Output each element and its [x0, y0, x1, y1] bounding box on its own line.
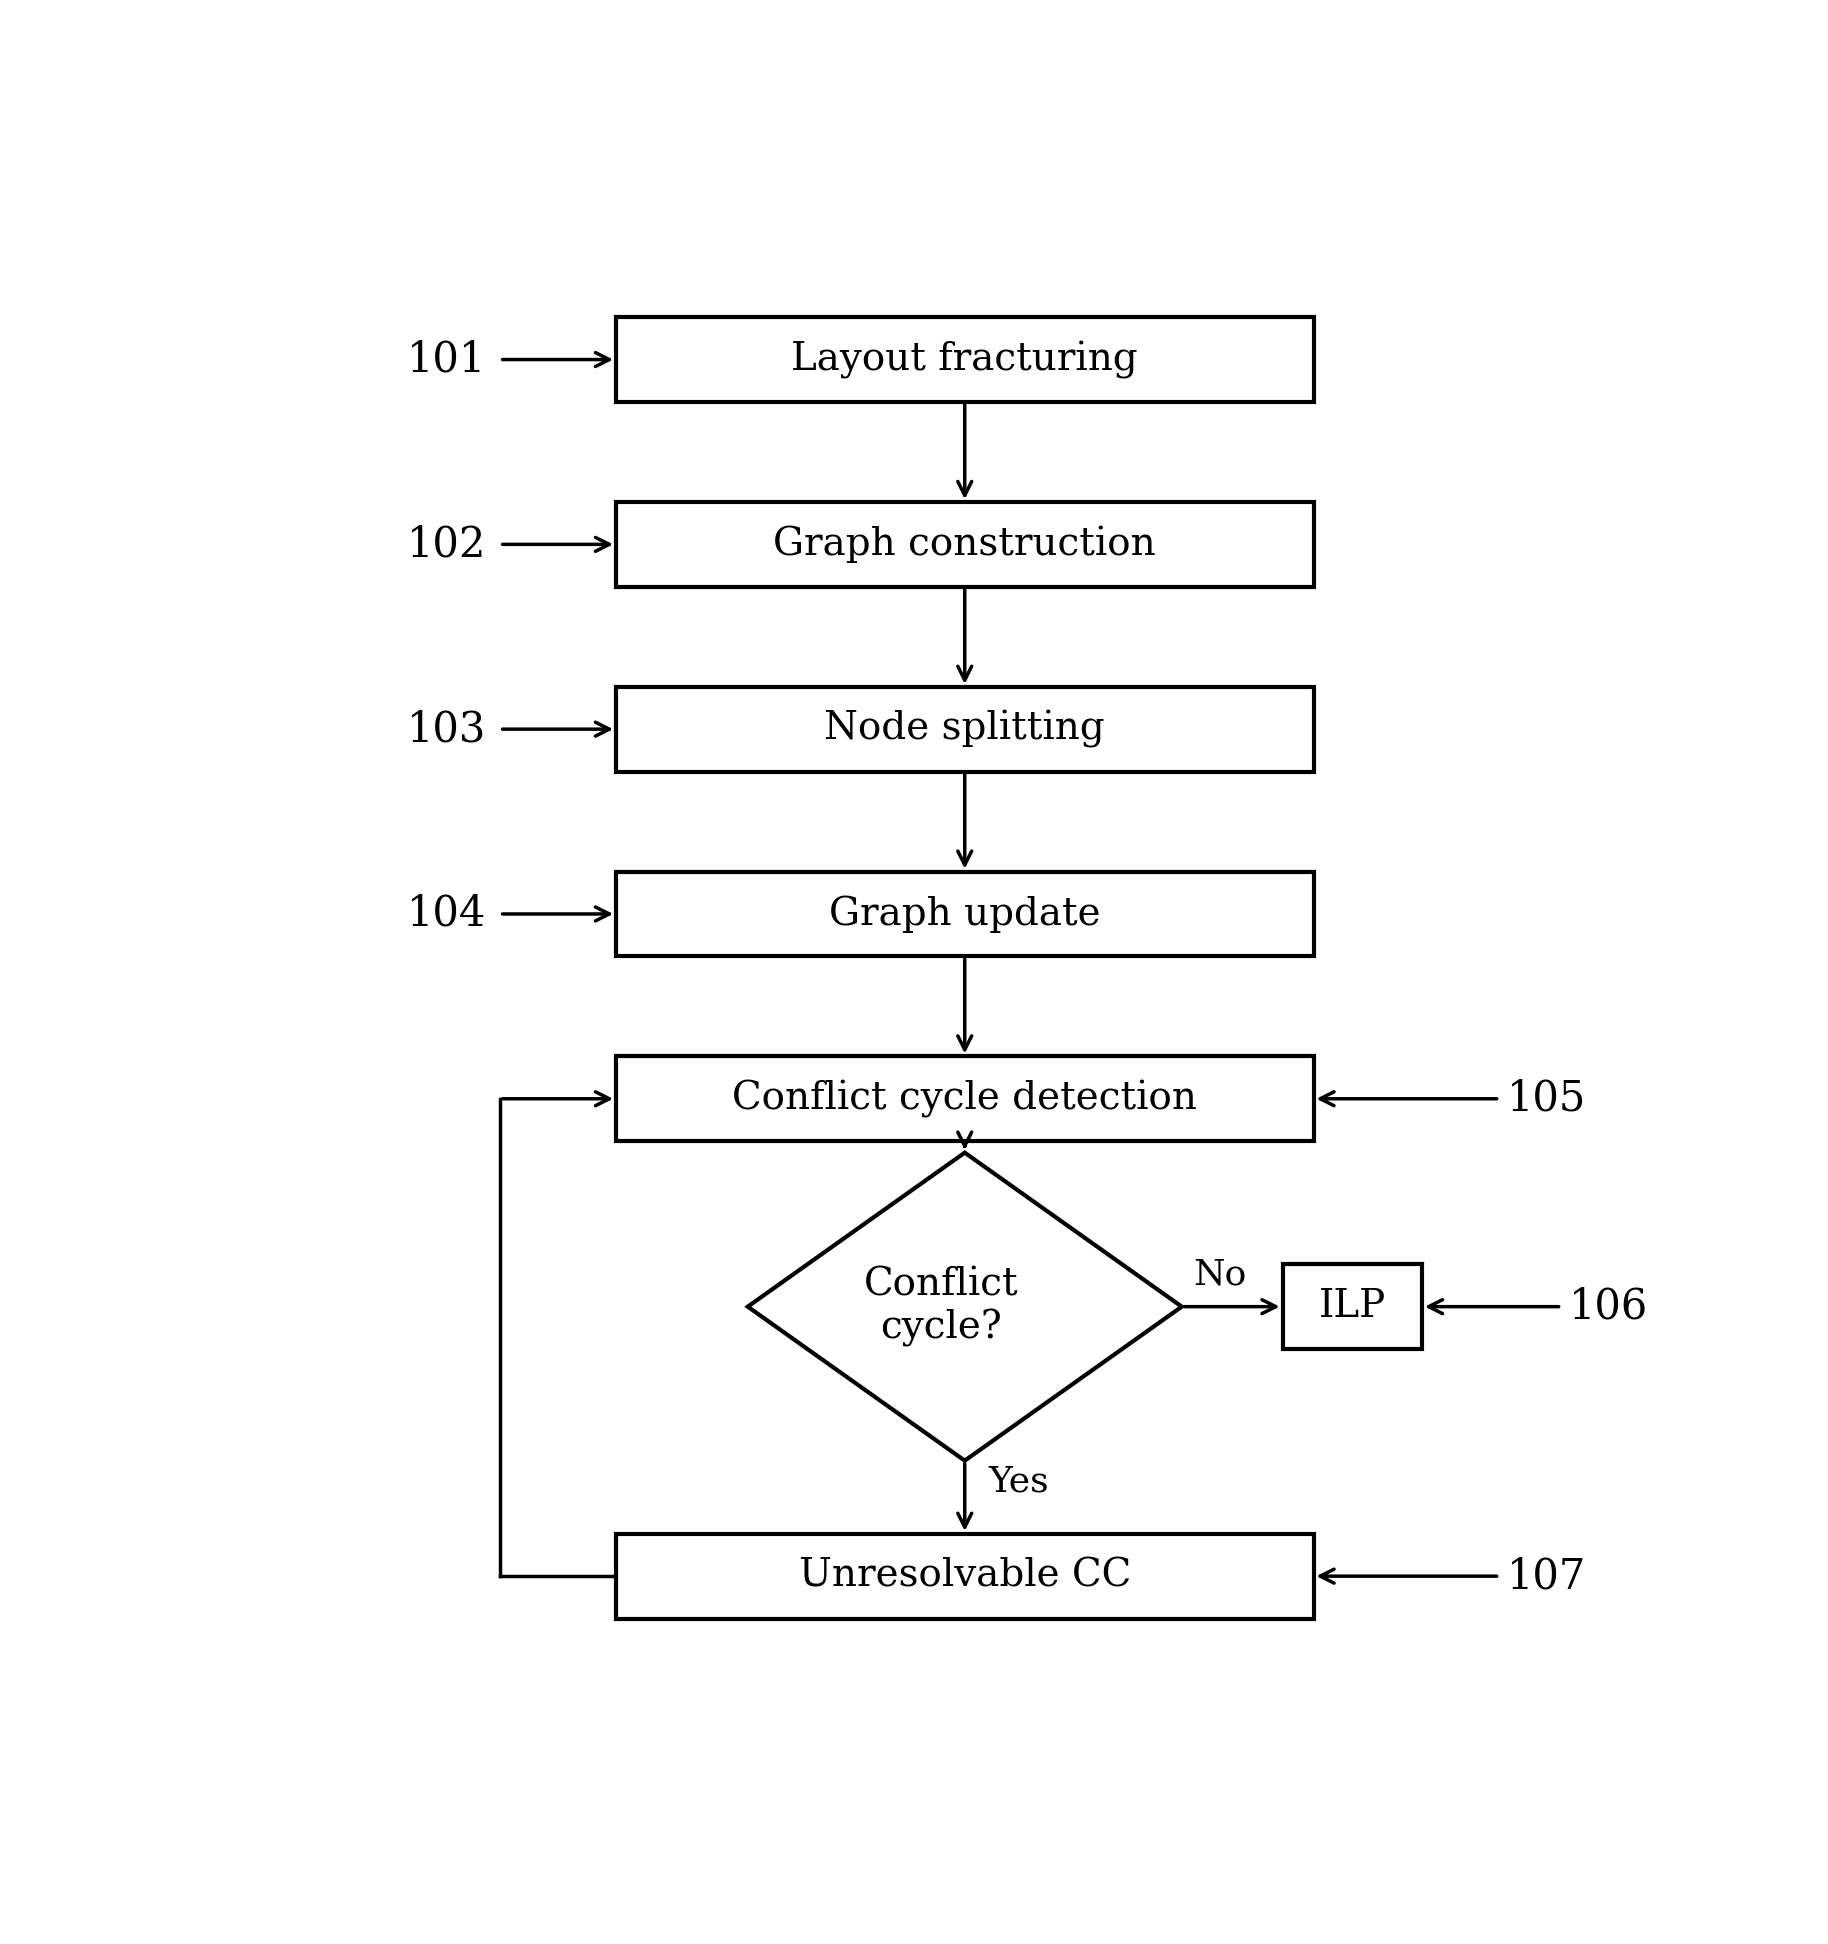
- Text: 103: 103: [408, 708, 486, 750]
- FancyBboxPatch shape: [616, 502, 1314, 587]
- FancyBboxPatch shape: [616, 1056, 1314, 1141]
- Text: ILP: ILP: [1318, 1289, 1386, 1326]
- Text: Unresolvable CC: Unresolvable CC: [799, 1557, 1132, 1594]
- Text: Yes: Yes: [987, 1464, 1049, 1499]
- Text: Graph construction: Graph construction: [773, 525, 1155, 564]
- Text: Node splitting: Node splitting: [824, 710, 1106, 748]
- FancyBboxPatch shape: [616, 871, 1314, 956]
- Text: Conflict
cycle?: Conflict cycle?: [865, 1266, 1018, 1347]
- Text: 102: 102: [408, 523, 486, 566]
- Text: Layout fracturing: Layout fracturing: [792, 340, 1139, 379]
- Text: 101: 101: [408, 338, 486, 381]
- Text: 107: 107: [1508, 1555, 1587, 1598]
- FancyBboxPatch shape: [616, 317, 1314, 402]
- Text: No: No: [1194, 1258, 1247, 1291]
- Text: 106: 106: [1568, 1285, 1649, 1328]
- FancyBboxPatch shape: [616, 1534, 1314, 1619]
- Polygon shape: [748, 1153, 1181, 1460]
- Text: 104: 104: [408, 892, 486, 935]
- Text: Graph update: Graph update: [828, 894, 1100, 933]
- FancyBboxPatch shape: [616, 686, 1314, 772]
- Text: 105: 105: [1508, 1077, 1587, 1120]
- Text: Conflict cycle detection: Conflict cycle detection: [733, 1079, 1197, 1118]
- FancyBboxPatch shape: [1283, 1264, 1422, 1349]
